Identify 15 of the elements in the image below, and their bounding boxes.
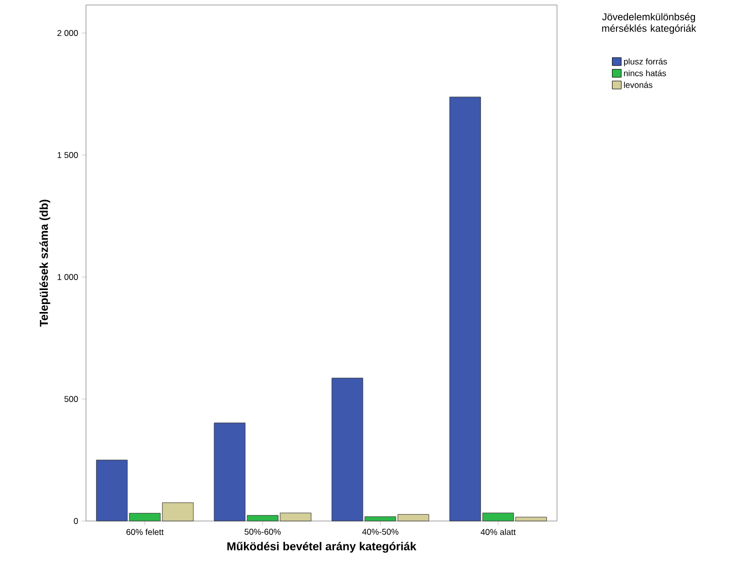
legend-label: nincs hatás [624, 70, 666, 76]
y-tick-label: 1 500 [58, 152, 78, 158]
x-tick-label: 50%-60% [244, 528, 281, 535]
y-tick-label: 1 000 [58, 274, 78, 280]
x-tick-label: 40% alatt [480, 528, 516, 535]
legend-title: Jövedelemkülönbség mérséklés kategóriák [602, 12, 696, 34]
y-tick-label: 2 000 [57, 30, 78, 36]
legend-label: plusz forrás [624, 58, 667, 66]
x-axis-title: Működési bevétel arány kategóriák [227, 542, 416, 553]
x-tick-label: 40%-50% [362, 528, 398, 535]
x-tick-label: 60% felett [126, 528, 164, 535]
y-tick-label: 500 [64, 396, 78, 402]
legend-label: levonás [624, 82, 652, 88]
y-axis-title: Települések száma (db) [39, 200, 50, 327]
y-tick-label: 0 [74, 518, 78, 524]
